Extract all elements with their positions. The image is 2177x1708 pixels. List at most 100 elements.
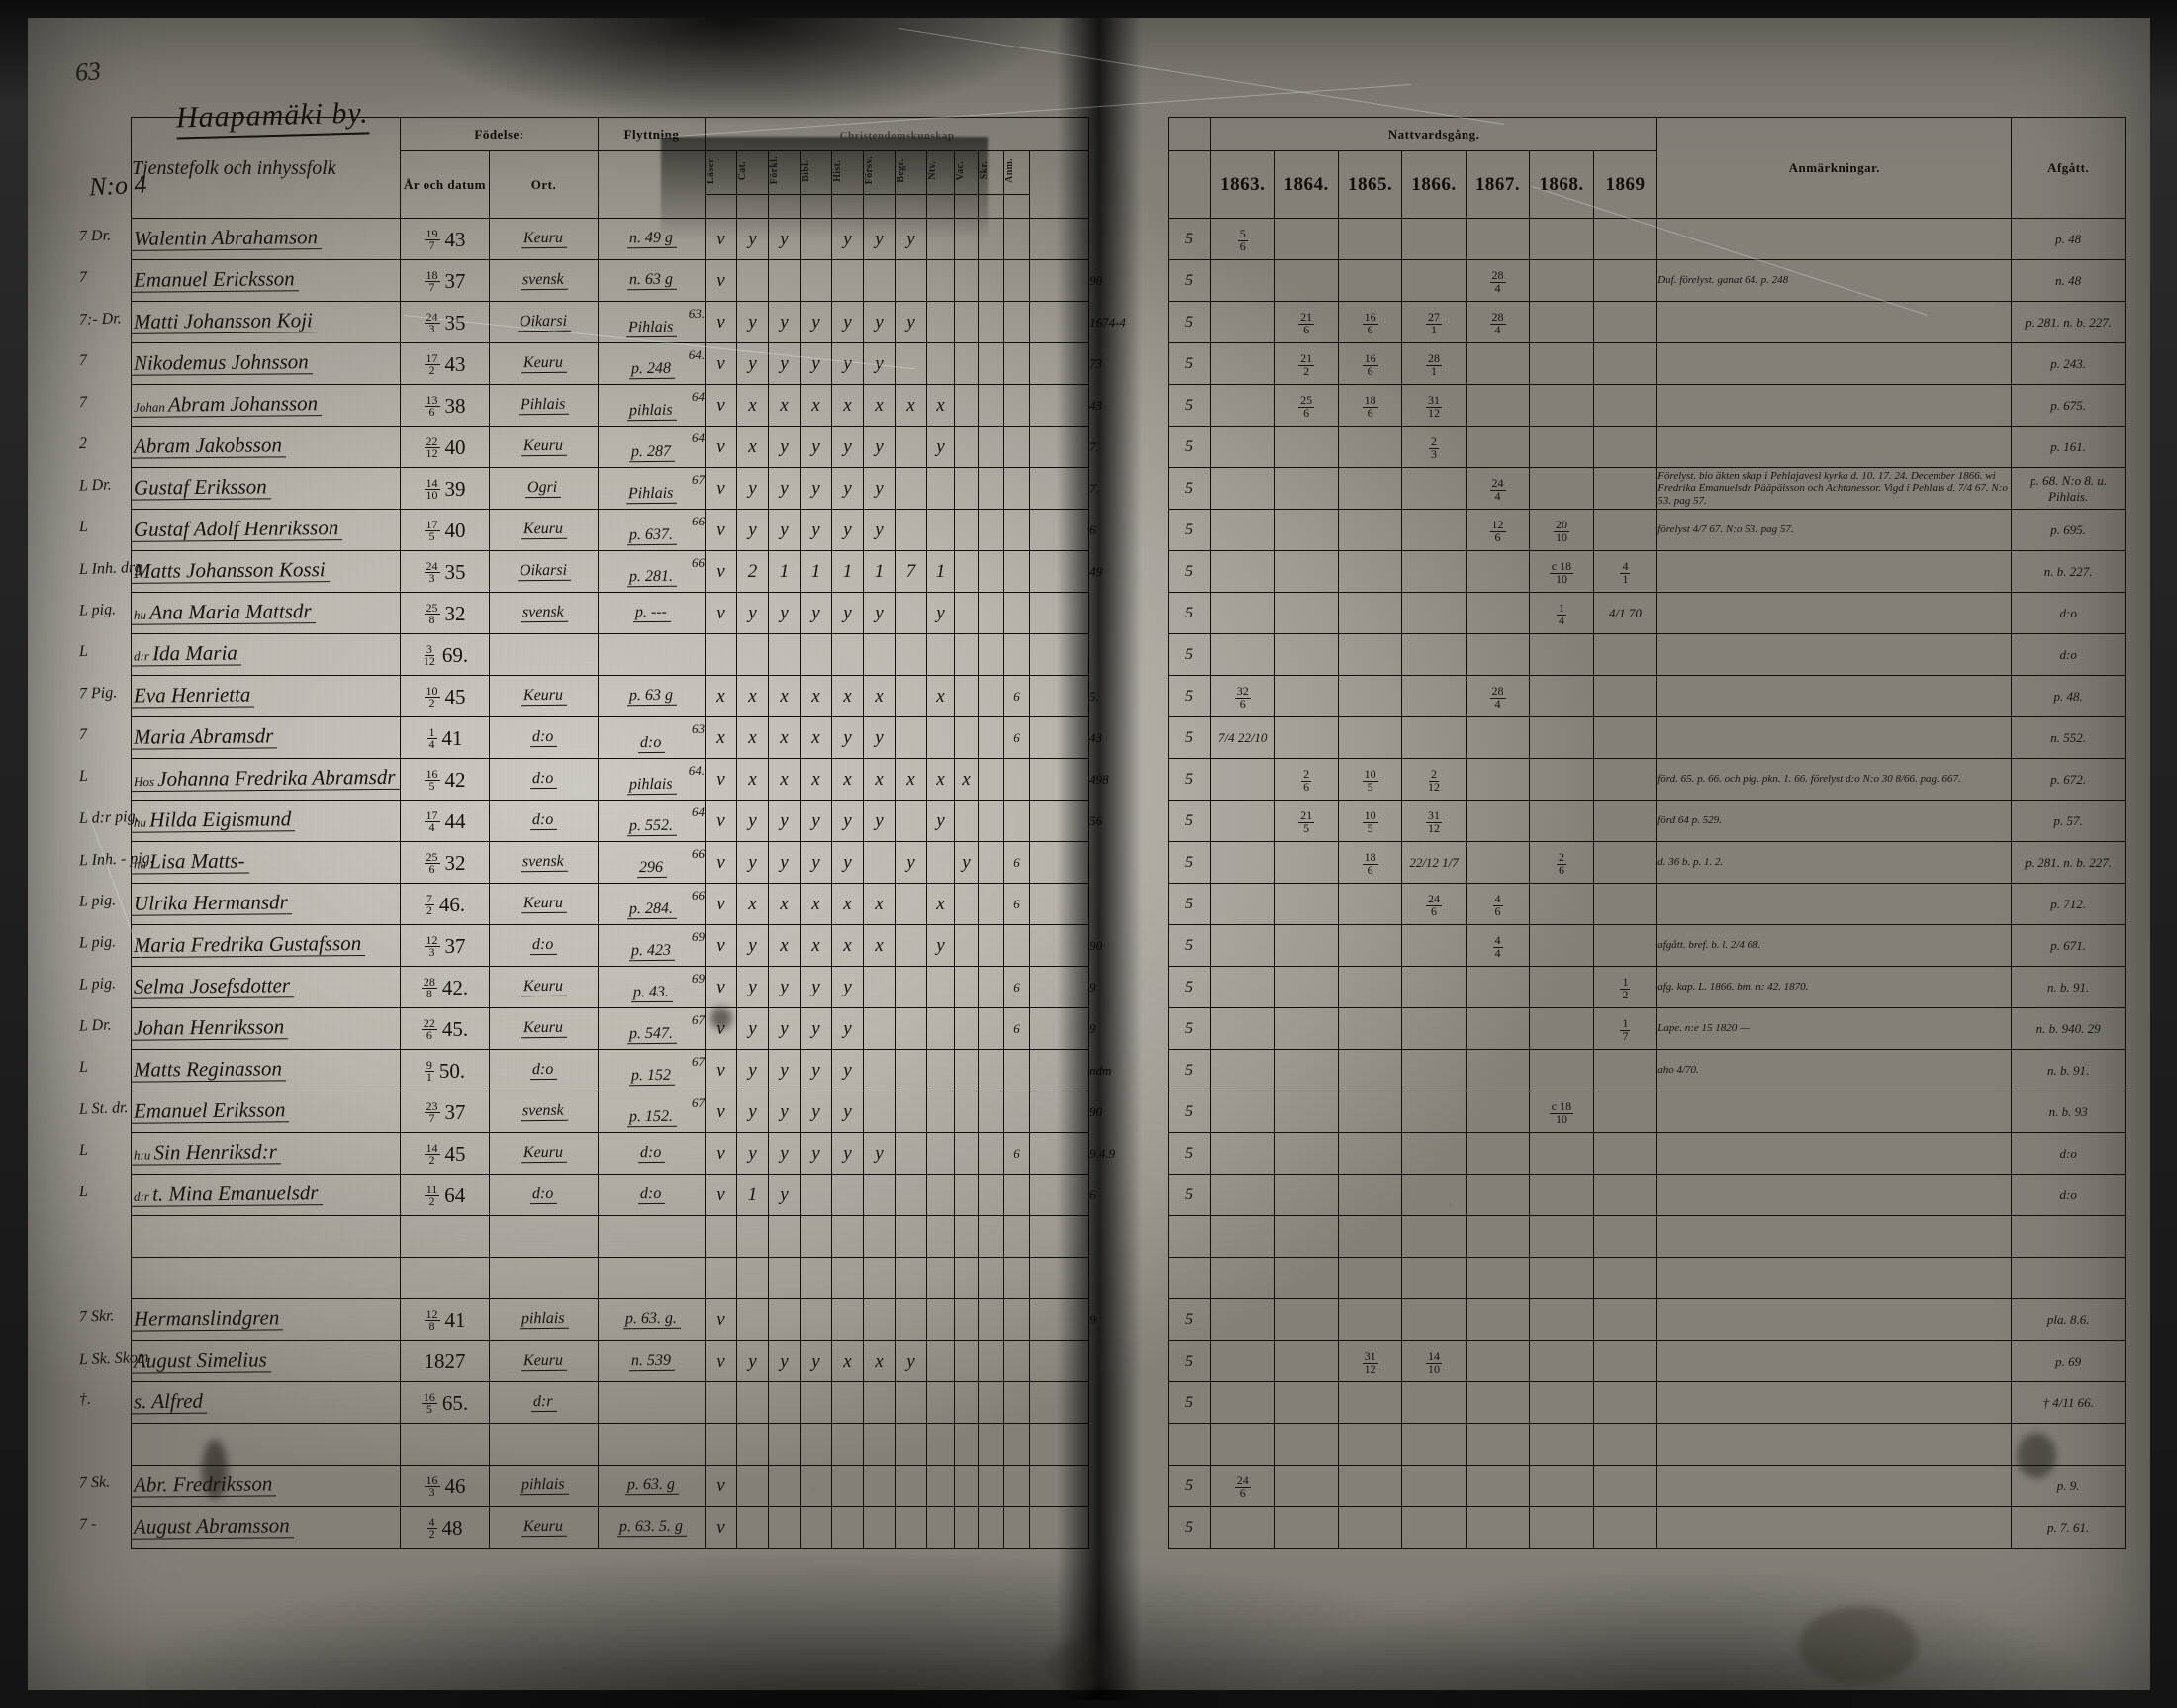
cell-birth-date: 9 1 50. xyxy=(400,1049,490,1091)
cell-knowledge-mark xyxy=(800,218,832,260)
row-margin-annotation: L pig. xyxy=(78,975,117,994)
cell-communion-1869 xyxy=(1592,1091,1658,1133)
cell-knowledge-mark: x xyxy=(736,716,769,759)
cell-knowledge-mark: x xyxy=(705,716,737,759)
cell-knowledge-mark: y xyxy=(768,467,801,510)
cell-knowledge-mark xyxy=(736,259,769,302)
cell-departed: d:o xyxy=(2011,633,2126,676)
cell-knowledge-mark xyxy=(736,1423,769,1466)
cell-knowledge-mark: v xyxy=(705,259,737,302)
cell-knowledge-mark: x xyxy=(863,675,896,717)
cell-communion-1865: 10 5 xyxy=(1337,758,1403,801)
cell-knowledge-mark: y xyxy=(800,1007,832,1050)
cell-communion-1863 xyxy=(1209,1049,1276,1091)
header-lit-8: Ntv. xyxy=(926,150,955,195)
table-row: 5 p. 7. 61. xyxy=(1168,1506,2126,1549)
cell-knowledge-mark: y xyxy=(895,301,927,343)
cell-communion-1869 xyxy=(1592,924,1658,967)
row-margin-annotation: L xyxy=(78,518,89,536)
cell-moving: d:o xyxy=(598,1174,706,1216)
row-margin-annotation: 7 xyxy=(78,351,88,370)
cell-knowledge-mark xyxy=(926,1340,955,1382)
cell-knowledge-extra xyxy=(1028,1007,1090,1050)
cell-knowledge-extra xyxy=(1028,301,1090,343)
cell-knowledge-mark xyxy=(926,841,955,884)
cell-communion-1869 xyxy=(1592,1298,1658,1341)
cell-knowledge-mark xyxy=(863,1215,896,1258)
cell-knowledge-mark xyxy=(954,966,979,1008)
cell-communion-1865 xyxy=(1337,1132,1403,1175)
cell-knowledge-mark: x xyxy=(736,883,769,925)
cell-knowledge-mark: x xyxy=(926,384,955,427)
table-row: Maria Fredrika Gustafsson 12 3 37 d:o 69 p. 42… xyxy=(131,924,1102,967)
cell-knowledge-extra xyxy=(1028,924,1090,967)
cell-row-marker: 5 xyxy=(1168,259,1211,302)
cell-communion-1866 xyxy=(1401,1091,1467,1133)
cell-communion-1869 xyxy=(1592,1465,1658,1507)
table-row: 5 2 6 10 5 2 12 förd. 65. p. 66. och pig. pkn. … xyxy=(1168,758,2126,801)
cell-birth-place xyxy=(489,633,599,676)
cell-birth-date: 7 2 46. xyxy=(400,883,490,925)
cell-communion-1867 xyxy=(1465,800,1531,842)
cell-remarks xyxy=(1656,675,2013,717)
cell-person-name: Matts Reginasson xyxy=(131,1049,401,1091)
cell-knowledge-mark: 1 xyxy=(736,1174,769,1216)
cell-communion-1869 xyxy=(1592,883,1658,925)
cell-communion-1867 xyxy=(1465,966,1531,1008)
cell-knowledge-mark xyxy=(978,841,1004,884)
cell-communion-1867 xyxy=(1465,758,1531,801)
cell-communion-1869 xyxy=(1592,675,1658,717)
cell-remarks: aho 4/70. xyxy=(1656,1049,2013,1091)
cell-knowledge-sub: 6 xyxy=(1003,1007,1030,1050)
cell-knowledge-mark xyxy=(978,1132,1004,1175)
cell-knowledge-mark xyxy=(954,1215,979,1258)
cell-departed: p. 161. xyxy=(2011,426,2126,468)
cell-communion-1865 xyxy=(1337,1091,1403,1133)
cell-knowledge-mark xyxy=(768,1506,801,1549)
cell-birth-date: 1827 xyxy=(400,1340,490,1382)
header-lit-6: Försv. xyxy=(863,150,896,195)
cell-knowledge-mark xyxy=(895,342,927,385)
cell-communion-1869 xyxy=(1592,1049,1658,1091)
cell-knowledge-mark: y xyxy=(736,342,769,385)
cell-communion-1868 xyxy=(1529,218,1594,260)
cell-birth-place: svensk xyxy=(489,1091,599,1133)
cell-birth-date: 13 6 38 xyxy=(400,384,490,427)
cell-birth-place: Keuru xyxy=(489,1132,599,1175)
cell-knowledge-sub xyxy=(1003,1340,1030,1382)
cell-knowledge-sub xyxy=(1003,342,1030,385)
cell-knowledge-mark: y xyxy=(736,1091,769,1133)
cell-knowledge-mark xyxy=(895,1007,927,1050)
cell-knowledge-mark xyxy=(954,924,979,967)
cell-communion-1864 xyxy=(1274,218,1339,260)
cell-communion-1864 xyxy=(1274,509,1339,551)
cell-departed: p. 48 xyxy=(2011,218,2126,260)
cell-knowledge-mark xyxy=(926,301,955,343)
cell-communion-1864 xyxy=(1274,1049,1339,1091)
cell-knowledge-extra xyxy=(1028,1132,1090,1175)
cell-birth-date: 19 7 43 xyxy=(400,218,490,260)
cell-birth-place: svensk xyxy=(489,841,599,884)
cell-communion-1867 xyxy=(1465,1381,1531,1424)
cell-birth-place: d:r xyxy=(489,1381,599,1424)
cell-row-marker xyxy=(1168,1215,1211,1258)
cell-knowledge-mark: y xyxy=(736,218,769,260)
cell-communion-1863 xyxy=(1209,800,1276,842)
cell-person-name: hu Lisa Matts- xyxy=(131,841,401,884)
cell-row-marker: 5 xyxy=(1168,675,1211,717)
table-row: 5 7/4 22/10 n. 552. xyxy=(1168,716,2126,759)
header-lit-3: Förkl. xyxy=(768,150,801,195)
cell-knowledge-mark: y xyxy=(926,800,955,842)
cell-knowledge-mark: y xyxy=(736,924,769,967)
cell-communion-1863 xyxy=(1209,758,1276,801)
cell-remarks xyxy=(1656,218,2013,260)
cell-communion-1868 xyxy=(1529,384,1594,427)
cell-communion-1864 xyxy=(1274,841,1339,884)
cell-knowledge-mark: v xyxy=(705,1132,737,1175)
header-year-1866: 1866. xyxy=(1401,150,1467,219)
person-category-label: Tjenstefolk och inhyssfolk xyxy=(132,156,336,179)
header-person-category: Tjenstefolk och inhyssfolk xyxy=(131,117,401,219)
